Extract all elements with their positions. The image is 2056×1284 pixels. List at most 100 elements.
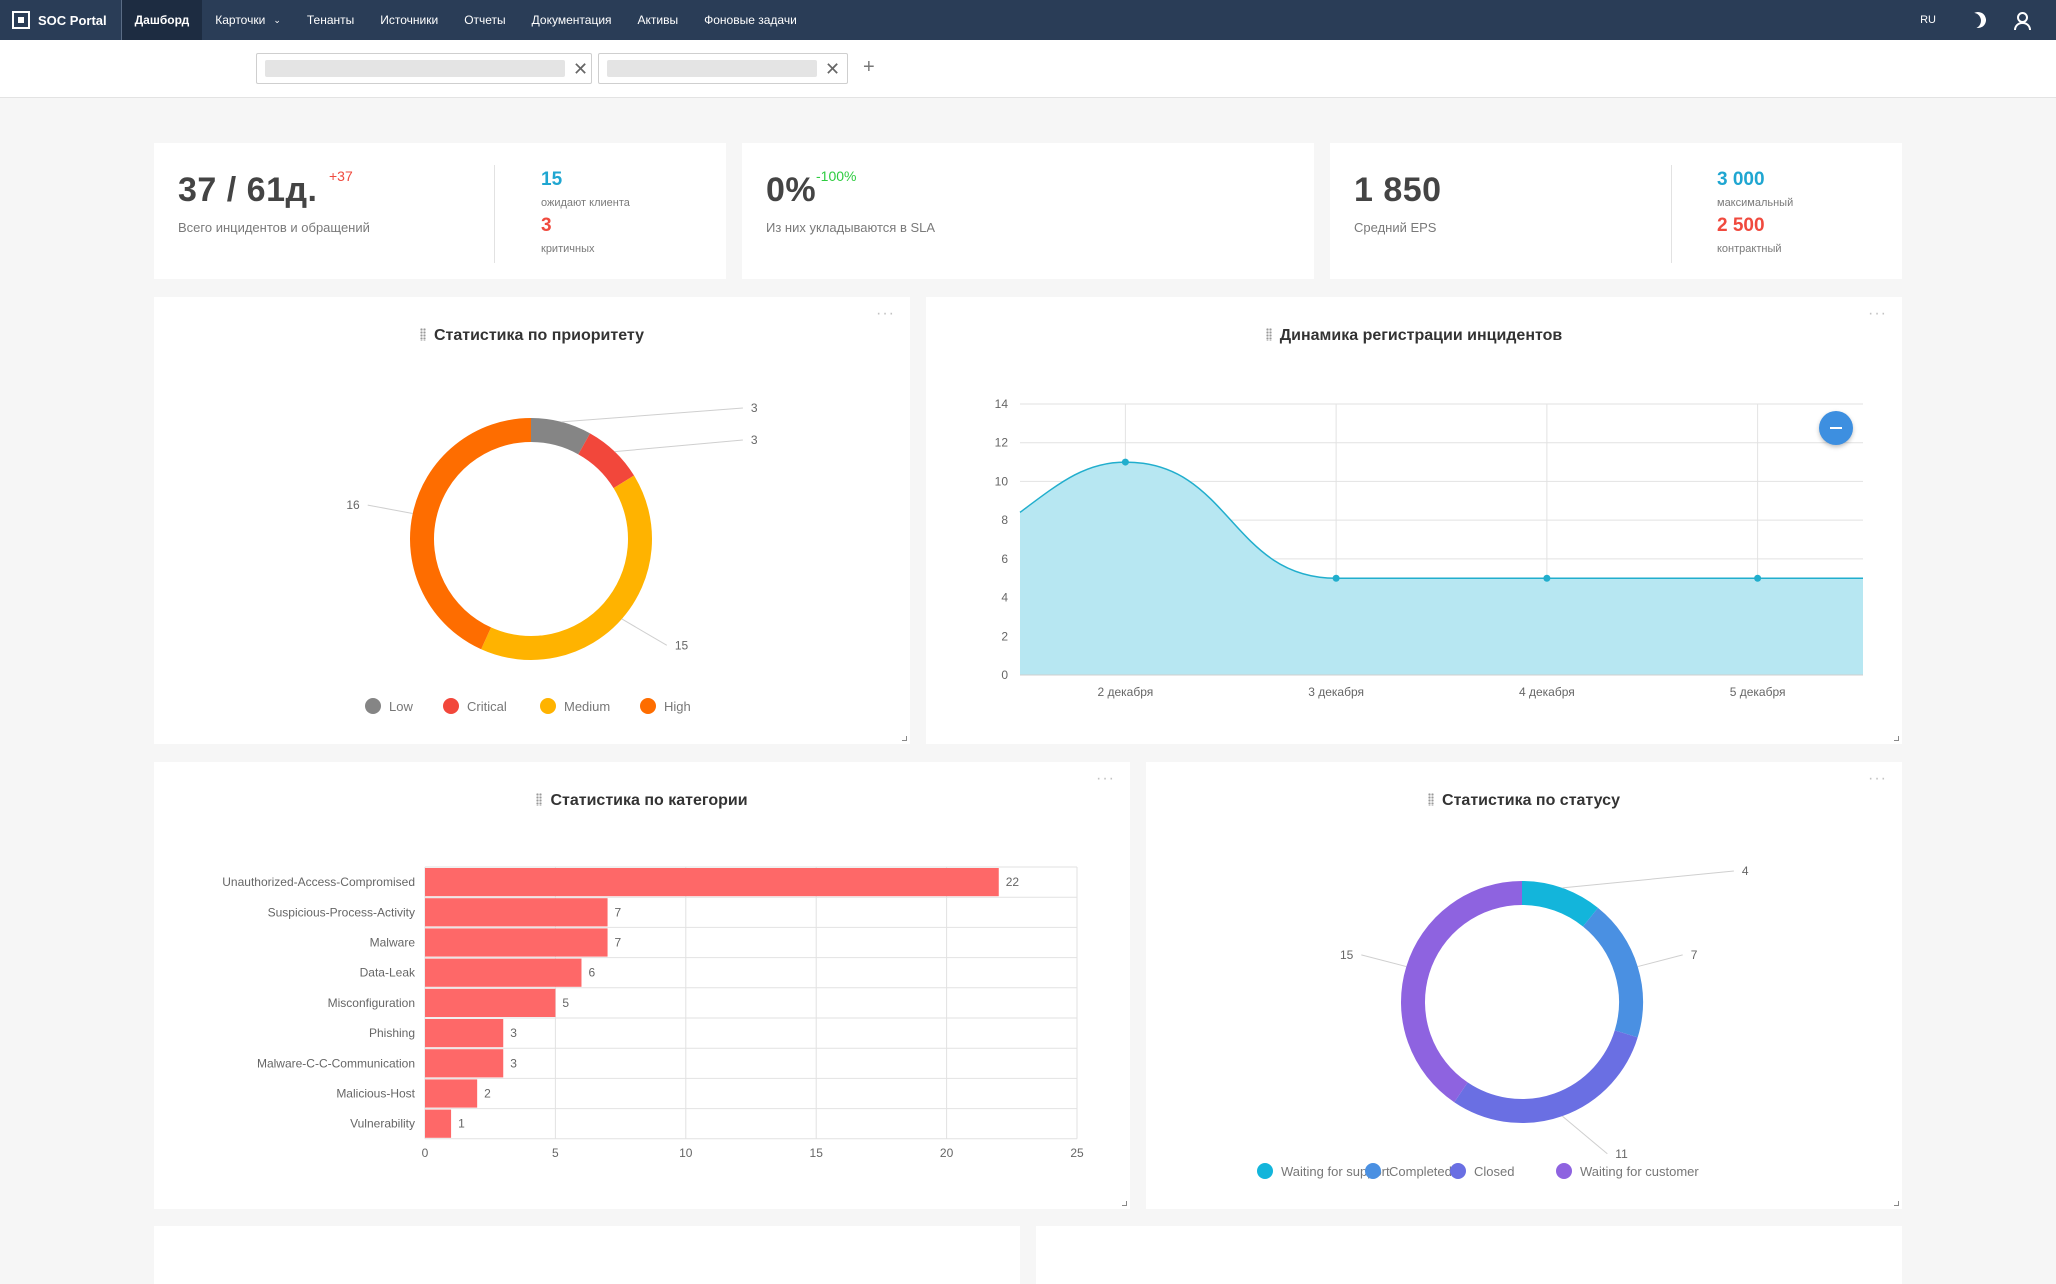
category-panel: Статистика по категории ··· 0 5 10 15 20 25 Un… <box>154 762 1130 1209</box>
x-tick-label: 2 декабря <box>1097 685 1153 699</box>
donut-slice <box>1401 881 1523 1103</box>
category-label: Phishing <box>369 1026 415 1040</box>
legend-swatch <box>1450 1163 1466 1179</box>
x-tick-label: 5 декабря <box>1730 685 1786 699</box>
legend-swatch <box>443 698 459 714</box>
resize-handle-icon[interactable] <box>1122 1201 1127 1206</box>
close-icon[interactable]: ✕ <box>573 58 589 79</box>
legend-swatch <box>1365 1163 1381 1179</box>
data-point <box>1332 574 1340 582</box>
donut-slice <box>1582 907 1643 1038</box>
slice-value-label: 15 <box>1340 948 1354 962</box>
bar <box>425 958 582 987</box>
bar-value-label: 7 <box>615 936 622 950</box>
category-label: Suspicious-Process-Activity <box>268 905 415 919</box>
more-options-icon[interactable]: ··· <box>1868 770 1887 787</box>
bar-value-label: 3 <box>510 1056 517 1070</box>
legend-label: Waiting for support <box>1281 1164 1390 1179</box>
nav-item-assets[interactable]: Активы <box>625 0 692 40</box>
more-options-icon[interactable]: ··· <box>1096 770 1115 787</box>
priority-panel-title[interactable]: Статистика по приоритету <box>154 327 910 345</box>
panel-title-text: Статистика по статусу <box>1442 792 1620 809</box>
slice-value-label: 3 <box>751 401 758 415</box>
legend-label: Closed <box>1474 1164 1514 1179</box>
x-tick-label: 3 декабря <box>1308 685 1364 699</box>
nav-item-label: Фоновые задачи <box>704 13 797 27</box>
language-switch[interactable]: RU <box>1920 14 1936 26</box>
add-filter-button[interactable]: + <box>863 56 875 78</box>
resize-handle-icon[interactable] <box>1894 736 1899 741</box>
more-options-icon[interactable]: ··· <box>1868 305 1887 322</box>
nav-item-label: Отчеты <box>464 13 506 27</box>
donut-slice <box>481 475 652 660</box>
legend-label: High <box>664 699 691 714</box>
bar-value-label: 22 <box>1006 875 1020 889</box>
data-point <box>1121 458 1129 466</box>
legend-label: Waiting for customer <box>1580 1164 1699 1179</box>
moon-icon[interactable] <box>1968 10 1989 31</box>
x-tick-label: 25 <box>1070 1146 1084 1160</box>
bar-value-label: 7 <box>615 905 622 919</box>
zoom-out-button[interactable] <box>1819 411 1853 445</box>
legend-swatch <box>540 698 556 714</box>
x-tick-label: 15 <box>810 1146 824 1160</box>
y-tick-label: 0 <box>1001 668 1008 682</box>
category-bar-chart: 0 5 10 15 20 25Unauthorized-Access-Compromise… <box>222 866 1084 1160</box>
data-point <box>1754 574 1762 582</box>
nav-item-label: Тенанты <box>306 13 355 27</box>
donut-slice <box>410 418 532 650</box>
kpi-sla-delta: -100% <box>816 168 857 184</box>
main-menu: Дашборд Карточки ⌄ Тенанты Источники Отче… <box>121 0 810 40</box>
nav-item-cards[interactable]: Карточки ⌄ <box>202 0 294 40</box>
filter-chip[interactable]: ✕ <box>256 53 592 84</box>
bar <box>425 928 608 957</box>
x-tick-label: 5 <box>552 1146 559 1160</box>
nav-item-background-tasks[interactable]: Фоновые задачи <box>691 0 810 40</box>
kpi-waiting-client-label: ожидают клиента <box>541 197 630 209</box>
nav-item-label: Дашборд <box>134 13 190 27</box>
kpi-eps-contract-label: контрактный <box>1717 243 1782 255</box>
drag-handle-icon[interactable] <box>1428 793 1435 806</box>
bar <box>425 1079 478 1108</box>
y-tick-label: 2 <box>1001 629 1008 643</box>
close-icon[interactable]: ✕ <box>825 58 841 79</box>
category-label: Malware <box>370 936 416 950</box>
dynamics-panel-title[interactable]: Динамика регистрации инцидентов <box>926 327 1902 345</box>
slice-value-label: 7 <box>1691 948 1698 962</box>
y-tick-label: 8 <box>1001 513 1008 527</box>
bar <box>425 868 999 897</box>
kpi-sla-card: 0% -100% Из них укладываются в SLA <box>742 143 1314 279</box>
donut-slice <box>530 418 591 455</box>
priority-panel: Статистика по приоритету ··· 3 3 15 16 Low Cr… <box>154 297 910 744</box>
bar-value-label: 3 <box>510 1026 517 1040</box>
nav-item-label: Документация <box>531 13 612 27</box>
status-panel-title[interactable]: Статистика по статусу <box>1146 792 1902 810</box>
kpi-eps-card: 1 850 Средний EPS 3 000 максимальный 2 5… <box>1330 143 1902 279</box>
nav-item-dashboard[interactable]: Дашборд <box>121 0 203 40</box>
category-panel-title[interactable]: Статистика по категории <box>154 792 1130 810</box>
kpi-waiting-client-value: 15 <box>541 169 563 190</box>
status-donut-chart: 4 7 11 15 Waiting for support Completed Closed… <box>1257 864 1749 1179</box>
nav-item-sources[interactable]: Источники <box>367 0 451 40</box>
brand[interactable]: SOC Portal <box>0 0 122 40</box>
dynamics-area-chart: 0 2 4 6 8 10 12 14 2 декабря 3 декабря 4 декабря 5 … <box>995 397 1863 699</box>
chevron-down-icon: ⌄ <box>273 14 281 25</box>
resize-handle-icon[interactable] <box>902 736 907 741</box>
resize-handle-icon[interactable] <box>1894 1201 1899 1206</box>
dashboard-panel <box>1036 1226 1902 1284</box>
more-options-icon[interactable]: ··· <box>876 305 895 322</box>
nav-item-tenants[interactable]: Тенанты <box>294 0 367 40</box>
drag-handle-icon[interactable] <box>419 328 426 341</box>
filter-value-placeholder <box>265 60 565 77</box>
filter-value-placeholder <box>607 60 817 77</box>
dynamics-panel: Динамика регистрации инцидентов ··· 0 2 4 6… <box>926 297 1902 744</box>
nav-item-documentation[interactable]: Документация <box>519 0 625 40</box>
drag-handle-icon[interactable] <box>536 793 543 806</box>
nav-item-reports[interactable]: Отчеты <box>451 0 518 40</box>
drag-handle-icon[interactable] <box>1265 328 1272 341</box>
slice-value-label: 3 <box>751 433 758 447</box>
user-icon[interactable] <box>2012 11 2031 30</box>
filter-chip[interactable]: ✕ <box>598 53 848 84</box>
legend-swatch <box>640 698 656 714</box>
leader-line <box>1361 954 1407 968</box>
